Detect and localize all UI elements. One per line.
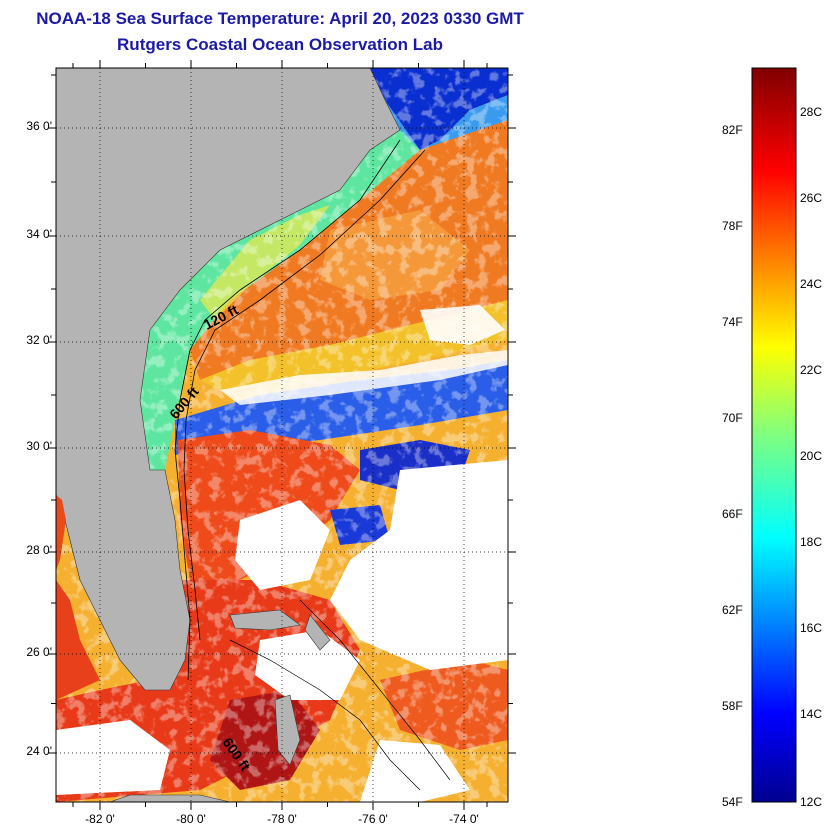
isobath-bahamas bbox=[299, 599, 451, 781]
isobath-120ft bbox=[174, 139, 401, 681]
map-subtitle: Rutgers Coastal Ocean Observation Lab bbox=[117, 35, 443, 54]
lat-label: 34 0' bbox=[26, 227, 52, 241]
lon-label: -76 0' bbox=[358, 812, 388, 826]
colorbar-f-label: 62F bbox=[722, 603, 743, 617]
colorbar-c-label: 14C bbox=[800, 707, 823, 721]
land-cuba bbox=[109, 794, 231, 802]
land-grand-bahama bbox=[229, 609, 301, 631]
colorbar-c-label: 12C bbox=[800, 795, 823, 809]
colorbar-f-label: 82F bbox=[722, 123, 743, 137]
colorbar-gradient bbox=[751, 67, 797, 803]
colorbar-c-label: 26C bbox=[800, 191, 823, 205]
lon-label: -74 0' bbox=[449, 812, 479, 826]
lat-label: 28 0' bbox=[26, 543, 52, 557]
lat-label: 26 0' bbox=[26, 645, 52, 659]
lon-label: -82 0' bbox=[85, 812, 115, 826]
colorbar-f-label: 74F bbox=[722, 315, 743, 329]
lat-label: 36 0' bbox=[26, 119, 52, 133]
colorbar-c-label: 28C bbox=[800, 105, 823, 119]
lat-label: 24 0' bbox=[26, 744, 52, 758]
colorbar-f-label: 66F bbox=[722, 507, 743, 521]
colorbar-c-label: 22C bbox=[800, 363, 823, 377]
axis-ticks bbox=[48, 60, 516, 810]
colorbar-c-label: 16C bbox=[800, 621, 823, 635]
colorbar-f-label: 78F bbox=[722, 219, 743, 233]
land-us-coast bbox=[56, 68, 401, 691]
land-andros bbox=[274, 694, 301, 766]
isobath-600ft bbox=[183, 149, 426, 641]
map-title: NOAA-18 Sea Surface Temperature: April 2… bbox=[36, 9, 524, 28]
colorbar-f-label: 54F bbox=[722, 795, 743, 809]
colorbar-c-label: 20C bbox=[800, 449, 823, 463]
land-abaco bbox=[304, 614, 331, 651]
lon-label: -78 0' bbox=[267, 812, 297, 826]
gulf-water bbox=[56, 495, 66, 570]
colorbar-c-label: 18C bbox=[800, 535, 823, 549]
graticule bbox=[56, 68, 508, 802]
gulf-water bbox=[56, 580, 100, 700]
colorbar-f-label: 58F bbox=[722, 699, 743, 713]
lat-label: 30 0' bbox=[26, 439, 52, 453]
colorbar-f-label: 70F bbox=[722, 411, 743, 425]
isobath-bahamas bbox=[229, 639, 421, 791]
colorbar-c-label: 24C bbox=[800, 277, 823, 291]
lon-label: -80 0' bbox=[176, 812, 206, 826]
lat-label: 32 0' bbox=[26, 333, 52, 347]
